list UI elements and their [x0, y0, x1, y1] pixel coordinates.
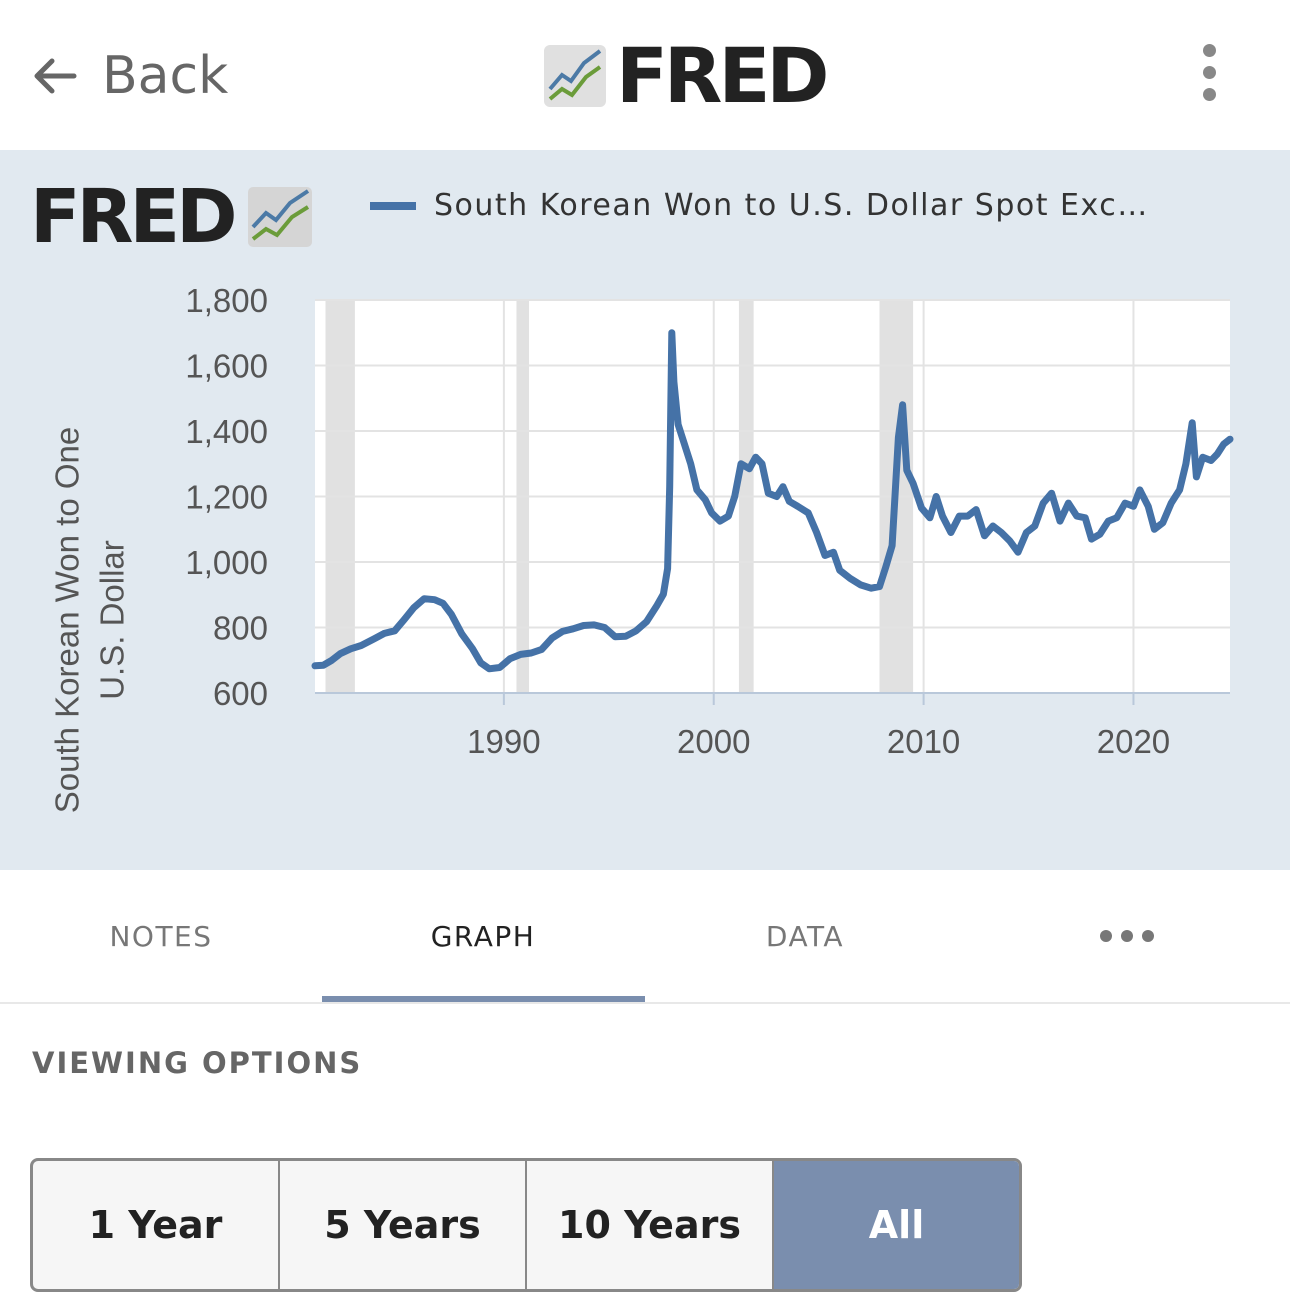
- tab-graph[interactable]: GRAPH: [430, 919, 536, 953]
- x-tick-label: 2000: [677, 723, 750, 760]
- range-all-button[interactable]: All: [774, 1161, 1019, 1289]
- time-range-selector: 1 Year 5 Years 10 Years All: [30, 1158, 1022, 1292]
- tab-bar: NOTES GRAPH DATA: [0, 870, 1290, 1004]
- legend-swatch: [370, 201, 416, 210]
- tab-more[interactable]: [966, 870, 1288, 1002]
- y-tick-label: 1,400: [185, 413, 268, 450]
- back-button[interactable]: Back: [30, 40, 228, 112]
- range-10-years-button[interactable]: 10 Years: [527, 1161, 774, 1289]
- y-tick-label: 1,000: [185, 544, 268, 581]
- more-options-icon[interactable]: [1190, 40, 1230, 104]
- chart-legend: South Korean Won to U.S. Dollar Spot Exc…: [370, 188, 1149, 223]
- tab-notes[interactable]: NOTES: [109, 919, 213, 953]
- fred-logo-text: FRED: [616, 31, 829, 120]
- fred-graph-logo: FRED: [30, 180, 312, 254]
- y-tick-label: 600: [213, 675, 268, 712]
- back-label: Back: [102, 46, 229, 106]
- active-tab-indicator: [322, 996, 645, 1002]
- fred-logo: FRED: [544, 31, 829, 120]
- line-chart: 1,800 1,600 1,400 1,200 1,000 800 600 1990 2000 2…: [185, 282, 1234, 760]
- graph-panel: FRED South Korean Won to U.S. Dollar Spo…: [0, 150, 1290, 870]
- arrow-left-icon: [34, 58, 77, 94]
- more-horizontal-icon: [1100, 930, 1154, 942]
- x-tick-label: 2020: [1097, 723, 1170, 760]
- fred-graph-logo-text: FRED: [30, 174, 238, 260]
- y-tick-label: 1,200: [185, 479, 268, 516]
- x-tick-label: 1990: [467, 723, 540, 760]
- top-bar: Back FRED: [0, 0, 1290, 150]
- range-1-year-button[interactable]: 1 Year: [33, 1161, 280, 1289]
- x-tick-label: 2010: [887, 723, 960, 760]
- y-tick-label: 800: [213, 610, 268, 647]
- y-tick-label: 1,800: [185, 282, 268, 319]
- y-tick-label: 1,600: [185, 348, 268, 385]
- range-5-years-button[interactable]: 5 Years: [280, 1161, 527, 1289]
- fred-chart-icon: [544, 45, 606, 107]
- legend-label: South Korean Won to U.S. Dollar Spot Exc…: [434, 188, 1149, 223]
- viewing-options-title: VIEWING OPTIONS: [32, 1046, 363, 1080]
- tab-data[interactable]: DATA: [765, 919, 845, 953]
- series-line: [311, 329, 1234, 673]
- fred-chart-icon: [247, 187, 312, 247]
